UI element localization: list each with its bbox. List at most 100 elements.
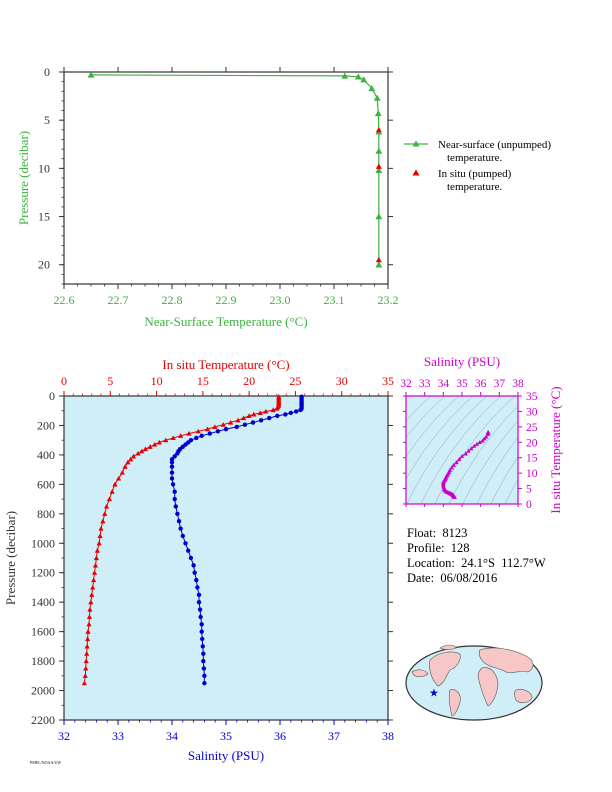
temperature-point — [88, 599, 94, 605]
x-tick-label: 22.9 — [216, 293, 237, 307]
profile-plot-frame — [63, 395, 389, 721]
ts-plot-background — [406, 396, 518, 504]
ts-point — [469, 446, 474, 451]
temperature-point — [235, 417, 241, 423]
near-surface-point — [87, 71, 95, 78]
temperature-point — [270, 407, 276, 413]
temperature-point — [94, 548, 100, 553]
location-map: ★ — [405, 644, 543, 721]
temperature-point — [90, 584, 96, 590]
temperature-tick-label: 30 — [336, 374, 348, 388]
salinity-point — [192, 570, 197, 575]
ts-point — [459, 453, 465, 458]
near-surface-point — [375, 261, 383, 268]
temperature-point — [83, 658, 89, 664]
temperature-point — [135, 450, 141, 456]
ts-point — [466, 448, 471, 453]
in-situ-point — [375, 126, 382, 133]
profile-ticks: 0 5 10 15 20 25 30 35 32 33 34 35 36 37 38 0 200 400 600 80… — [31, 374, 394, 743]
near-surface-point — [354, 73, 362, 80]
temperature-point — [228, 419, 234, 425]
salinity-point — [172, 454, 177, 459]
temperature-point — [251, 411, 257, 417]
density-contour — [406, 396, 474, 480]
ts-x-tick-label: 37 — [494, 378, 506, 390]
near-surface-x-ticks: 22.6 22.7 22.8 22.9 23.0 23.1 23.2 — [54, 67, 399, 307]
salinity-point — [172, 489, 177, 494]
ts-point — [457, 457, 462, 462]
temperature-point — [91, 577, 97, 583]
salinity-point — [169, 464, 175, 469]
pressure-tick-label: 1600 — [31, 625, 55, 639]
salinity-point — [201, 651, 206, 656]
salinity-point — [176, 518, 182, 524]
ts-y-tick-label: 35 — [526, 391, 538, 403]
ts-data — [441, 430, 491, 499]
temperature-point — [195, 428, 201, 434]
profile-row: Profile: 128 — [407, 541, 546, 556]
ts-x-tick-label: 36 — [475, 378, 487, 390]
temperature-point — [204, 426, 211, 432]
float-value: 8123 — [442, 526, 468, 540]
ts-x-tick-label: 33 — [419, 378, 431, 390]
ts-point — [471, 443, 477, 448]
temperature-point — [98, 525, 104, 531]
temperature-tick-label: 0 — [61, 374, 67, 388]
profile-salinity-axis-label: Salinity (PSU) — [188, 748, 264, 763]
salinity-point — [242, 422, 248, 427]
x-tick-label: 22.6 — [54, 293, 75, 307]
y-tick-label: 20 — [38, 258, 50, 272]
ts-point — [480, 438, 485, 443]
temperature-point — [246, 413, 252, 418]
footer-credit: PMEL/NOAA/UW — [30, 760, 61, 765]
salinity-point — [298, 407, 303, 413]
pressure-tick-label: 800 — [37, 507, 55, 521]
salinity-point — [188, 555, 194, 561]
ts-point — [482, 436, 487, 441]
temperature-point — [170, 435, 176, 441]
ts-point — [485, 432, 490, 437]
legend-in-situ-marker — [412, 169, 420, 176]
temperature-point — [122, 464, 128, 469]
date-value: 06/08/2016 — [440, 571, 498, 585]
location-row: Location: 24.1°S 112.7°W — [407, 556, 546, 571]
ts-point — [463, 451, 468, 456]
temperature-point — [82, 673, 88, 678]
legend-in-situ-label-2: temperature. — [447, 181, 503, 193]
ts-point — [452, 495, 457, 499]
salinity-point — [191, 563, 196, 568]
density-contour — [406, 396, 446, 438]
date-label: Date: — [407, 571, 435, 585]
pressure-tick-label: 0 — [49, 389, 55, 403]
near-surface-y-ticks: 0 5 10 15 20 — [38, 65, 393, 285]
density-contour — [476, 437, 518, 504]
float-row: Float: 8123 — [407, 526, 546, 541]
profile-value: 128 — [450, 541, 470, 555]
pressure-tick-label: 400 — [37, 448, 55, 462]
legend-in-situ-label: In situ (pumped) — [438, 168, 512, 180]
profile-data — [81, 394, 304, 686]
density-contour — [462, 420, 518, 504]
temperature-point — [178, 433, 184, 438]
ts-y-label: In situ Temperature (°C) — [548, 386, 563, 513]
x-tick-label: 23.1 — [324, 293, 345, 307]
salinity-point — [180, 533, 185, 539]
profile-chart: 0 5 10 15 20 25 30 35 32 33 34 35 36 37 38 0 200 400 600 80… — [3, 357, 394, 763]
ts-y-tick-label: 15 — [526, 453, 538, 465]
temperature-point — [92, 562, 99, 568]
salinity-point — [194, 435, 199, 441]
temperature-tick-label: 10 — [151, 374, 163, 388]
temperature-point — [91, 570, 98, 575]
temperature-point — [89, 592, 95, 597]
ts-diagram: 32 33 34 35 36 37 38 0 5 10 15 20 25 30 35 Salinity (P… — [400, 354, 563, 514]
profile-temperature-axis-label: In situ Temperature (°C) — [162, 357, 289, 372]
salinity-point — [172, 496, 177, 502]
temperature-point — [93, 555, 99, 561]
temperature-point — [86, 621, 92, 627]
map-land — [411, 644, 534, 717]
density-contour — [448, 405, 518, 504]
float-location-star: ★ — [429, 687, 439, 699]
salinity-tick-label: 38 — [382, 729, 394, 743]
salinity-point — [201, 666, 207, 671]
